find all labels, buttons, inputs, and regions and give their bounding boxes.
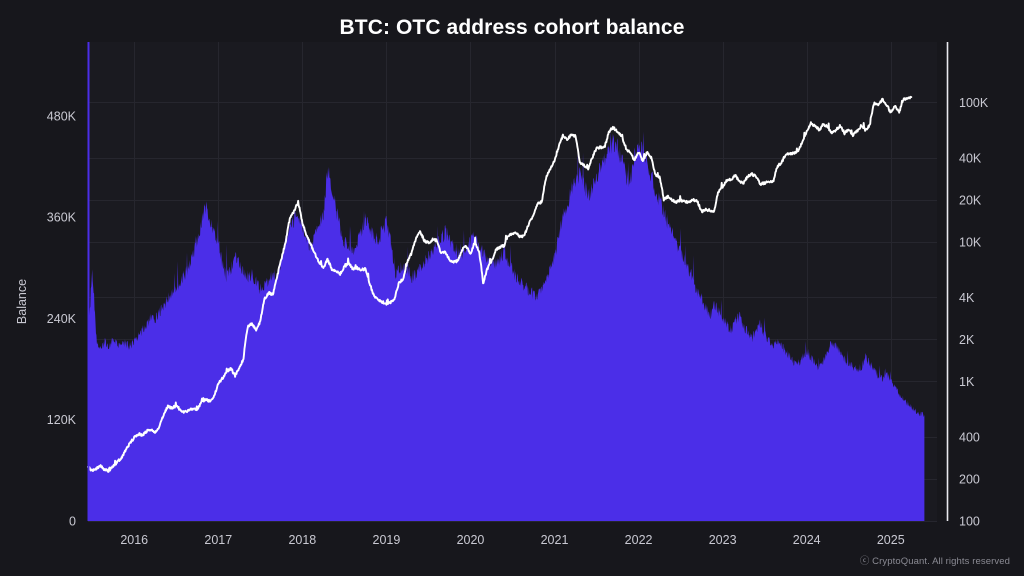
left-axis-tick-label: 360K — [47, 211, 77, 225]
x-axis-tick-label: 2024 — [793, 533, 821, 547]
left-axis-tick-label: 0 — [69, 515, 76, 529]
left-axis-tick-label: 120K — [47, 413, 77, 427]
x-axis-tick-label: 2025 — [877, 533, 905, 547]
right-axis-tick-label: 20K — [959, 193, 982, 207]
right-axis-tick-label: 2K — [959, 333, 975, 347]
x-axis-tick-label: 2017 — [204, 533, 232, 547]
left-axis-tick-label: 240K — [47, 312, 77, 326]
right-axis-tick-label: 200 — [959, 472, 980, 486]
right-axis-tick-label: 100 — [959, 515, 980, 529]
line-series-price — [87, 95, 913, 473]
x-axis-tick-label: 2022 — [625, 533, 653, 547]
x-axis-tick-label: 2023 — [709, 533, 737, 547]
copyright-notice: ⓒ CryptoQuant. All rights reserved — [859, 556, 1010, 567]
left-axis-title: Balance — [15, 279, 29, 324]
right-axis-tick-label: 400 — [959, 430, 980, 444]
right-axis-tick-label: 1K — [959, 375, 975, 389]
right-axis-tick-label: 100K — [959, 96, 989, 110]
right-axis-tick-label: 40K — [959, 151, 982, 165]
right-axis-tick-label: 10K — [959, 235, 982, 249]
x-axis-tick-label: 2016 — [120, 533, 148, 547]
right-axis-tick-label: 4K — [959, 291, 975, 305]
x-axis-tick-label: 2020 — [457, 533, 485, 547]
x-axis-tick-label: 2019 — [373, 533, 401, 547]
page-title: BTC: OTC address cohort balance — [339, 16, 685, 39]
x-axis-tick-label: 2021 — [541, 533, 569, 547]
left-axis-tick-label: 480K — [47, 109, 77, 123]
area-series-otc-from-miner — [88, 131, 925, 522]
x-axis-tick-label: 2018 — [288, 533, 316, 547]
